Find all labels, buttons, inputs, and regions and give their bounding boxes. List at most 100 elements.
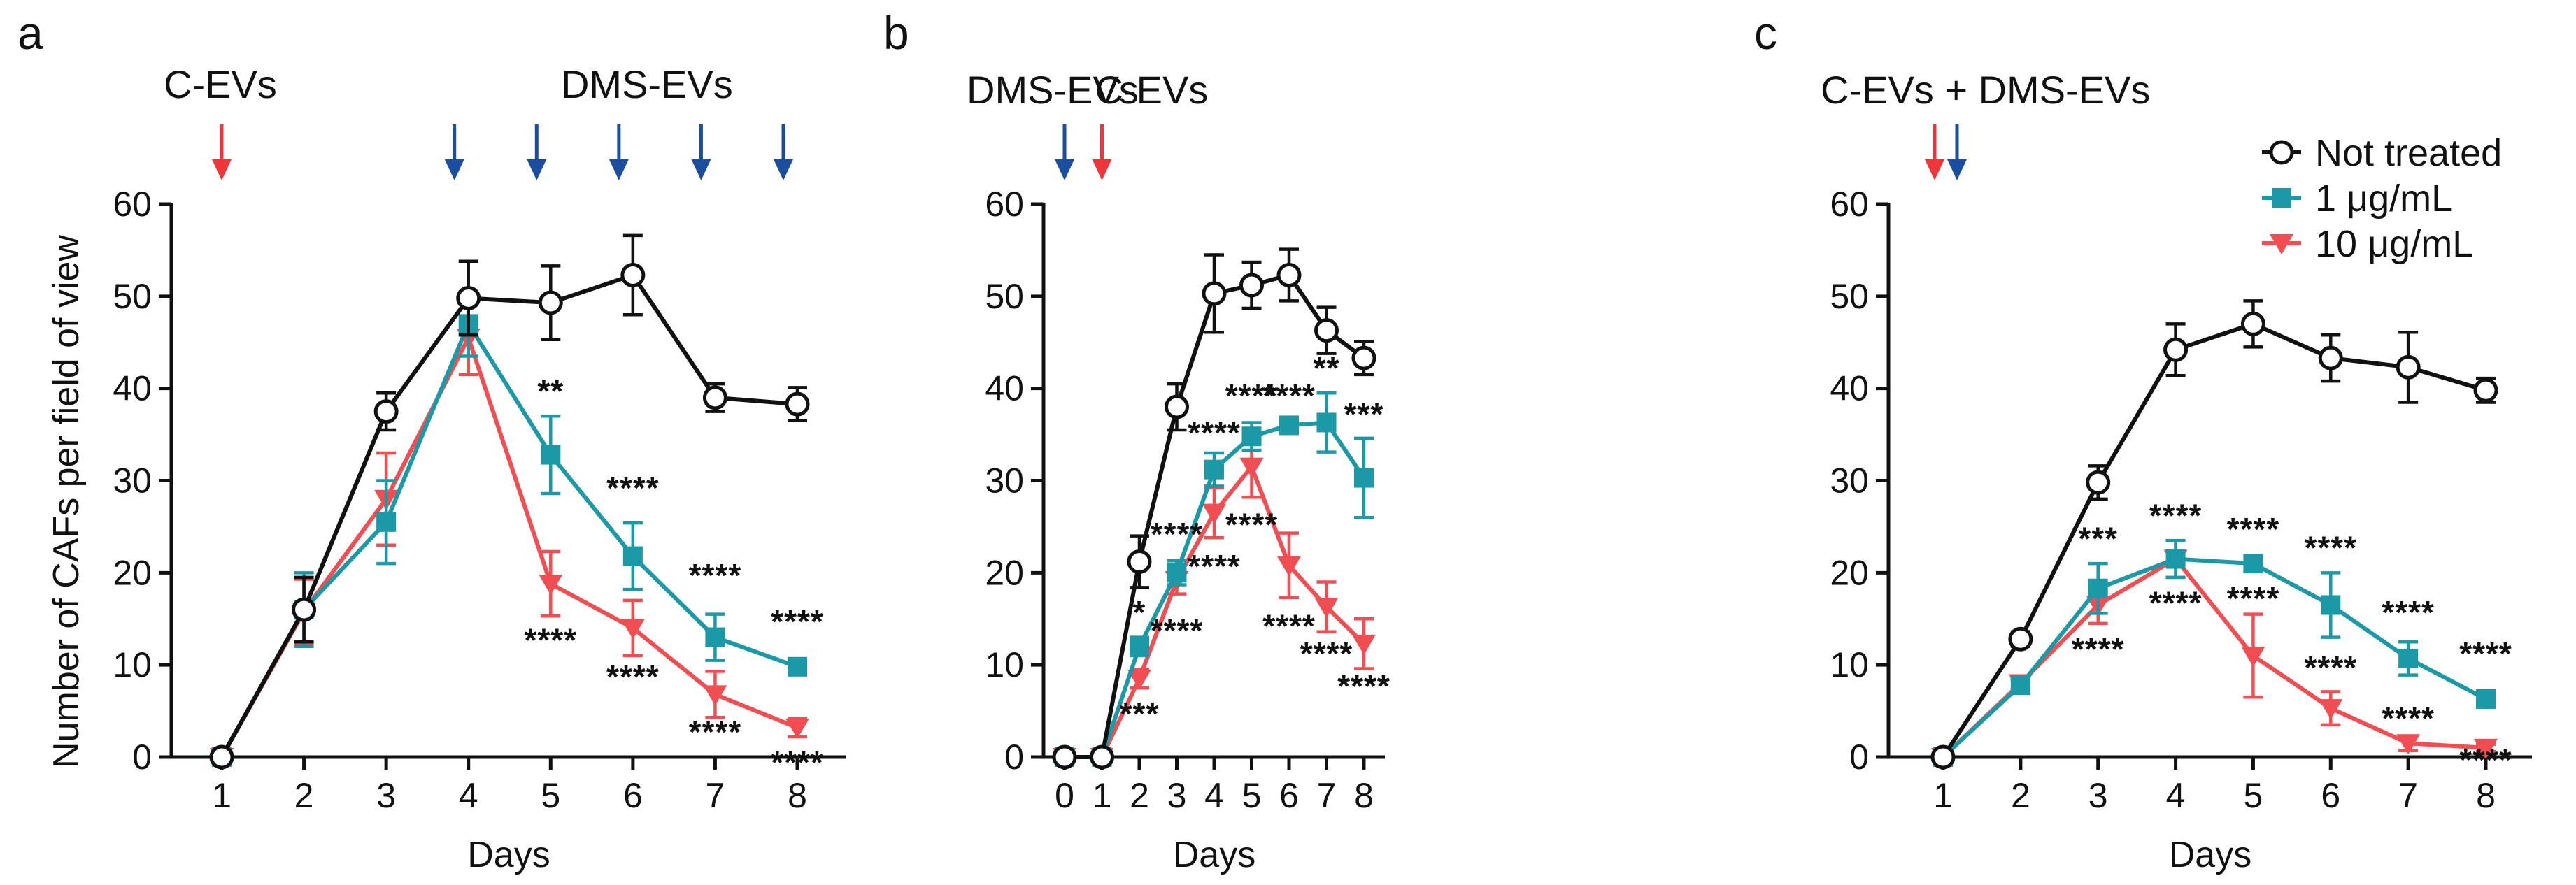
significance-label: **** [1262, 608, 1316, 645]
data-point [1314, 598, 1339, 619]
data-point [1165, 394, 1189, 419]
y-tick-label: 20 [985, 553, 1024, 592]
x-tick-label: 3 [1167, 776, 1187, 815]
x-tick-label: 2 [2011, 776, 2030, 815]
y-tick-label: 60 [985, 185, 1024, 224]
y-tick-label: 60 [1830, 185, 1869, 224]
treatment-arrow-red [212, 124, 232, 180]
data-point [1130, 636, 1149, 656]
data-point [538, 290, 563, 315]
data-point [622, 546, 643, 566]
data-point [209, 744, 234, 770]
data-point [1052, 744, 1077, 770]
significance-label: **** [1225, 507, 1279, 543]
x-tick-label: 8 [1354, 776, 1374, 815]
legend-label: 10 μg/mL [2315, 223, 2473, 265]
y-tick-label: 30 [1830, 461, 1869, 501]
significance-label: *** [2078, 520, 2118, 556]
significance-label: **** [689, 714, 742, 750]
data-point [1316, 412, 1337, 433]
significance-label: **** [2382, 594, 2435, 631]
y-axis-label: Number of CAFs per field of view [46, 235, 87, 768]
x-tick-label: 1 [1093, 776, 1112, 815]
significance-label: ** [1314, 350, 1340, 386]
significance-label: **** [1225, 377, 1279, 414]
x-axis-label: Days [467, 835, 550, 875]
data-point [2319, 699, 2343, 720]
y-tick-label: 50 [113, 277, 152, 316]
treatment-label: C-EVs + DMS-EVs [1821, 68, 2150, 112]
data-point [785, 718, 809, 739]
data-point [1277, 556, 1301, 577]
data-point [2396, 734, 2421, 755]
data-point [2473, 377, 2498, 403]
x-tick-label: 6 [2321, 776, 2340, 815]
treatment-label: DMS-EVs [967, 68, 1139, 112]
y-tick-label: 50 [1830, 277, 1869, 316]
y-tick-label: 50 [985, 277, 1024, 316]
significance-label: ** [537, 373, 564, 409]
significance-label: **** [606, 659, 660, 695]
series-line [220, 273, 798, 758]
y-tick-label: 0 [132, 737, 152, 777]
legend-item: Not treated [2262, 132, 2502, 174]
treatment-arrow-blue [691, 124, 711, 180]
x-tick-label: 6 [1279, 776, 1299, 815]
data-point [2321, 595, 2341, 615]
significance-label: **** [1188, 415, 1241, 451]
significance-label: **** [2459, 635, 2512, 672]
significance-label: **** [2227, 580, 2280, 617]
data-point [2163, 337, 2189, 362]
x-tick-label: 2 [294, 776, 314, 815]
y-tick-label: 20 [1830, 553, 1869, 592]
series-line [1941, 322, 2486, 758]
y-tick-label: 40 [113, 369, 152, 408]
data-point [1241, 426, 1262, 447]
legend-label: 1 μg/mL [2315, 178, 2452, 220]
data-point [705, 627, 725, 647]
panel-a: a 0 10 20 30 40 50 60 1 2 3 4 5 6 7 8 Days C-EVs DMS-EVs **… [17, 7, 846, 875]
significance-label: **** [2304, 530, 2357, 566]
data-point [2398, 648, 2419, 668]
significance-label: **** [2149, 497, 2203, 533]
significance-label: **** [2072, 631, 2125, 668]
x-tick-label: 7 [1317, 776, 1337, 815]
data-point [373, 399, 399, 424]
x-axis-label: Days [1173, 835, 1255, 875]
data-point [2010, 675, 2030, 696]
series-not-treated [1930, 299, 2498, 770]
y-tick-label: 20 [113, 553, 152, 592]
legend-marker [2272, 188, 2291, 208]
significance-label: **** [1300, 635, 1353, 672]
significance-label: **** [2382, 700, 2435, 736]
x-tick-label: 6 [623, 776, 643, 815]
significance-label: **** [524, 621, 577, 658]
x-tick-label: 5 [1242, 776, 1262, 815]
data-point [541, 445, 561, 465]
data-point [292, 597, 317, 622]
significance-label: **** [771, 744, 824, 781]
treatment-arrow-blue [609, 124, 629, 180]
x-tick-label: 3 [2088, 776, 2108, 815]
significance-label: *** [1344, 396, 1384, 432]
data-point [1354, 468, 1374, 488]
significance-label: **** [1262, 377, 1316, 414]
x-tick-label: 0 [1055, 776, 1074, 815]
significance-label: **** [2304, 649, 2357, 686]
data-point [1202, 503, 1226, 524]
treatment-label: DMS-EVs [561, 62, 733, 106]
y-tick-label: 10 [113, 645, 152, 684]
treatment-arrow-blue [444, 124, 464, 180]
series-high-dose [210, 299, 809, 768]
x-tick-label: 2 [1130, 776, 1149, 815]
data-point [376, 512, 397, 532]
legend-marker [2269, 140, 2294, 165]
data-point [2241, 646, 2265, 667]
legend-item: 10 μg/mL [2262, 223, 2473, 265]
data-point [620, 619, 645, 640]
x-tick-label: 7 [706, 776, 725, 815]
panel-label: b [883, 7, 909, 59]
data-point [1239, 457, 1264, 478]
